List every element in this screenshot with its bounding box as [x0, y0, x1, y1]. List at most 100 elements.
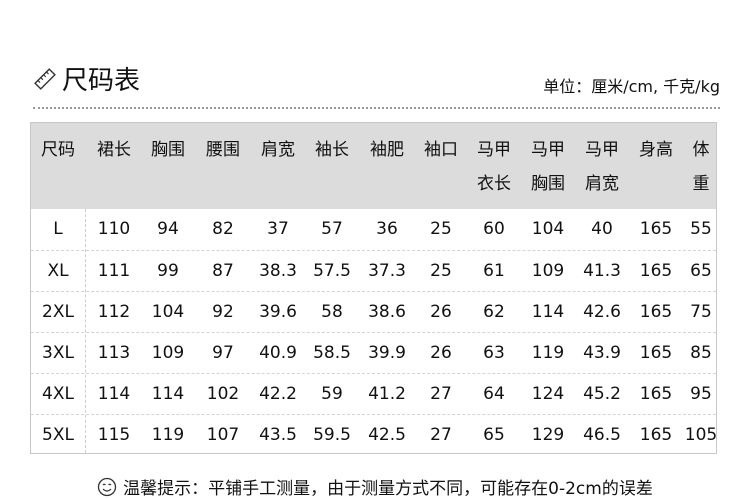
table-cell: 37.3: [368, 261, 406, 281]
column-divider: [85, 209, 86, 453]
table-cell: 25: [430, 219, 452, 239]
table-cell: 26: [430, 302, 452, 322]
table-cell: 92: [212, 302, 234, 322]
table-header: 尺码 裙长 胸围 腰围 肩宽 袖长 袖肥 袖口 马甲 衣长 马甲 胸围 马甲 肩宽 身高体重: [31, 123, 716, 209]
header-text: 衣长: [477, 174, 511, 194]
table-cell: 55: [690, 219, 712, 239]
table-cell: 107: [206, 425, 240, 445]
header-cell: 马甲 胸围: [531, 133, 565, 201]
table-cell: 38.3: [259, 261, 297, 281]
table-cell: 95: [690, 384, 712, 404]
table-cell: 115: [97, 425, 131, 445]
table-cell: 59: [321, 384, 343, 404]
table-cell: 2XL: [42, 302, 74, 322]
table-cell: 27: [430, 425, 452, 445]
table-cell: 97: [212, 343, 234, 363]
header-cell: 胸围: [151, 133, 185, 167]
header-text: 重: [692, 174, 710, 194]
header-cell: 袖长: [315, 133, 349, 167]
table-cell: 87: [212, 261, 234, 281]
tip-text: 温馨提示：平铺手工测量，由于测量方式不同，可能存在0-2cm的误差: [123, 479, 653, 499]
table-cell: 60: [483, 219, 505, 239]
table-cell: 65: [483, 425, 505, 445]
header-cell: 尺码: [41, 133, 75, 167]
table-cell: 42.5: [368, 425, 406, 445]
table-cell: 42.6: [583, 302, 621, 322]
table-cell: 36: [376, 219, 398, 239]
table-cell: 165: [639, 384, 673, 404]
table-cell: 165: [639, 343, 673, 363]
table-cell: 46.5: [583, 425, 621, 445]
header-cell: 腰围: [206, 133, 240, 167]
table-cell: 59.5: [313, 425, 351, 445]
header-cell: 袖肥: [370, 133, 404, 167]
table-cell: 104: [531, 219, 565, 239]
header-text: 马甲: [477, 140, 511, 160]
header-text: 腰围: [206, 140, 240, 160]
table-cell: 112: [97, 302, 131, 322]
table-row: 2XL 112 104 92 39.6 58 38.6 26 62 114 42.6 165 75: [31, 291, 716, 333]
table-cell: 94: [157, 219, 179, 239]
header-cell: 马甲 衣长: [477, 133, 511, 201]
table-cell: 165: [639, 219, 673, 239]
table-cell: L: [53, 219, 63, 239]
table-cell: 165: [639, 302, 673, 322]
header-cell: 肩宽: [261, 133, 295, 167]
table-row: 5XL 115 119 107 43.5 59.5 42.5 27 65 129 46.5 165 10…: [31, 414, 717, 456]
table-cell: 102: [206, 384, 240, 404]
table-cell: 58.5: [313, 343, 351, 363]
table-cell: 37: [267, 219, 289, 239]
tip: 温馨提示：平铺手工测量，由于测量方式不同，可能存在0-2cm的误差: [0, 474, 750, 499]
table-cell: 124: [531, 384, 565, 404]
table-cell: 110: [97, 219, 131, 239]
table-row: 4XL 114 114 102 42.2 59 41.2 27 64 124 45.2 165 95: [31, 373, 716, 415]
table-cell: 165: [639, 425, 673, 445]
header-text: 肩宽: [585, 174, 619, 194]
smile-icon: [98, 477, 117, 496]
table-cell: 114: [531, 302, 565, 322]
table-cell: 119: [151, 425, 185, 445]
table-cell: 114: [97, 384, 131, 404]
table-cell: 165: [639, 261, 673, 281]
header-text: 袖肥: [370, 140, 404, 160]
header-text: 袖长: [315, 140, 349, 160]
header-cell: 体重: [693, 133, 710, 201]
table-cell: 85: [690, 343, 712, 363]
table-cell: 61: [483, 261, 505, 281]
unit-label: 单位：厘米/cm, 千克/kg: [543, 77, 720, 96]
table-cell: 5XL: [42, 425, 74, 445]
table-cell: 62: [483, 302, 505, 322]
header-cell: 裙长: [97, 133, 131, 167]
header-cell: 马甲 肩宽: [585, 133, 619, 201]
header-text: 尺码: [41, 140, 75, 160]
size-table: 尺码 裙长 胸围 腰围 肩宽 袖长 袖肥 袖口 马甲 衣长 马甲 胸围 马甲 肩宽 身高体重 L 110 94 8…: [30, 122, 717, 454]
table-row: 3XL 113 109 97 40.9 58.5 39.9 26 63 119 43.9 165 85: [31, 332, 716, 374]
table-cell: 57.5: [313, 261, 351, 281]
table-cell: 43.9: [583, 343, 621, 363]
table-cell: 64: [483, 384, 505, 404]
table-cell: 43.5: [259, 425, 297, 445]
header-text: 马甲: [585, 140, 619, 160]
header-text: 体: [692, 140, 710, 160]
table-cell: 63: [483, 343, 505, 363]
table-cell: 38.6: [368, 302, 406, 322]
header-text: 胸围: [531, 174, 565, 194]
table-cell: 113: [97, 343, 131, 363]
table-cell: 119: [531, 343, 565, 363]
table-cell: 45.2: [583, 384, 621, 404]
table-cell: 75: [690, 302, 712, 322]
table-cell: 109: [531, 261, 565, 281]
table-cell: 27: [430, 384, 452, 404]
table-cell: 40.9: [259, 343, 297, 363]
header-cell: 袖口: [424, 133, 458, 167]
table-cell: 65: [690, 261, 712, 281]
header-cell: 身高: [639, 133, 673, 167]
table-cell: 58: [321, 302, 343, 322]
table-cell: 4XL: [42, 384, 74, 404]
table-cell: 114: [151, 384, 185, 404]
dotted-divider: [33, 107, 720, 109]
header-text: 裙长: [97, 140, 131, 160]
title-text: 尺码表: [62, 66, 141, 96]
table-cell: 42.2: [259, 384, 297, 404]
table-cell: XL: [47, 261, 69, 281]
